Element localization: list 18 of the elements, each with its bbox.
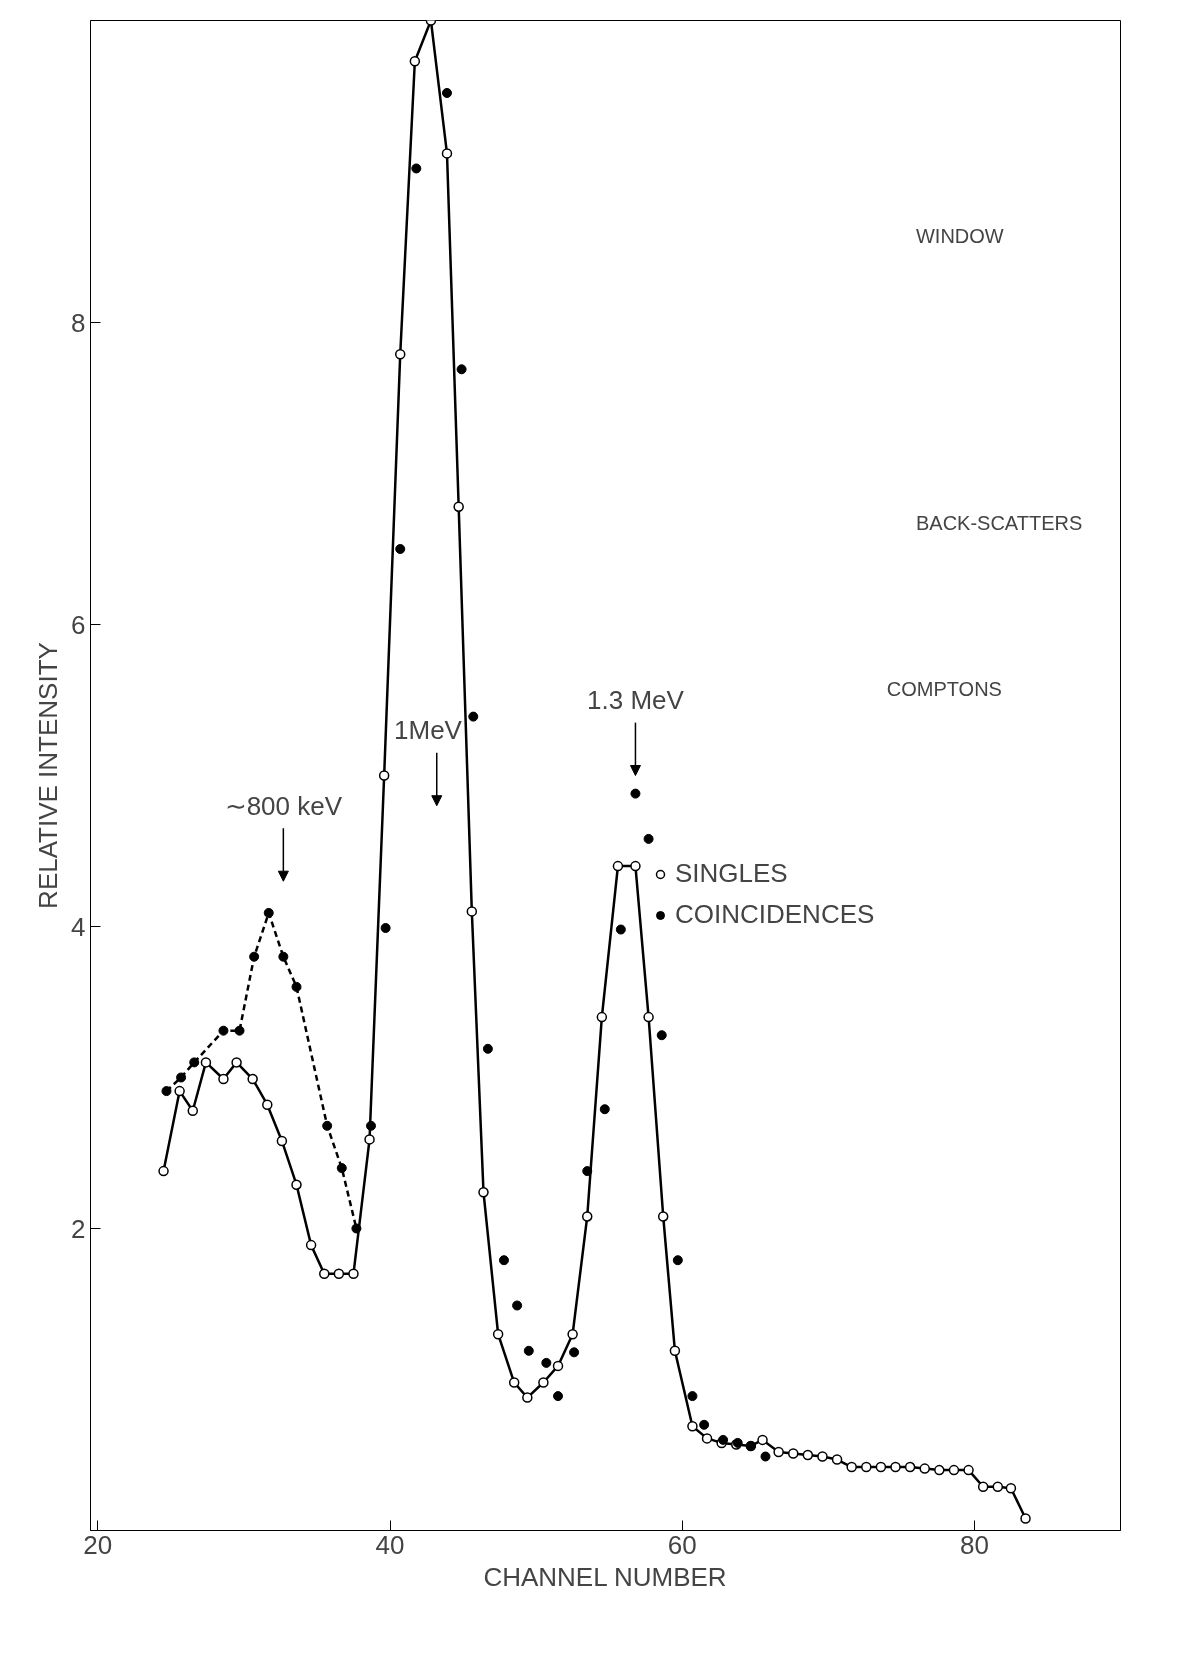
- x-tick-label: 60: [667, 1529, 697, 1560]
- x-tick-label: 20: [83, 1529, 113, 1560]
- y-tick-label: 4: [71, 911, 86, 942]
- x-tick-label: 40: [375, 1529, 405, 1560]
- annotation: BACK-SCATTERS: [915, 511, 1083, 534]
- legend-label: SINGLES: [675, 858, 788, 889]
- y-tick-label: 8: [71, 307, 86, 338]
- annotation: ∼800 keV: [224, 790, 343, 821]
- x-tick-label: 80: [959, 1529, 989, 1560]
- x-axis-title: CHANNEL NUMBER: [483, 1561, 727, 1592]
- annotation: WINDOW: [915, 225, 1004, 247]
- annotation: COMPTONS: [886, 678, 1002, 700]
- annotation: 1MeV: [394, 715, 463, 746]
- y-axis-title: RELATIVE INTENSITY: [33, 642, 64, 909]
- legend-label: COINCIDENCES: [675, 899, 875, 930]
- annotation: 1.3 MeV: [587, 685, 685, 716]
- y-tick-label: 2: [71, 1213, 86, 1244]
- y-tick-label: 6: [71, 609, 86, 640]
